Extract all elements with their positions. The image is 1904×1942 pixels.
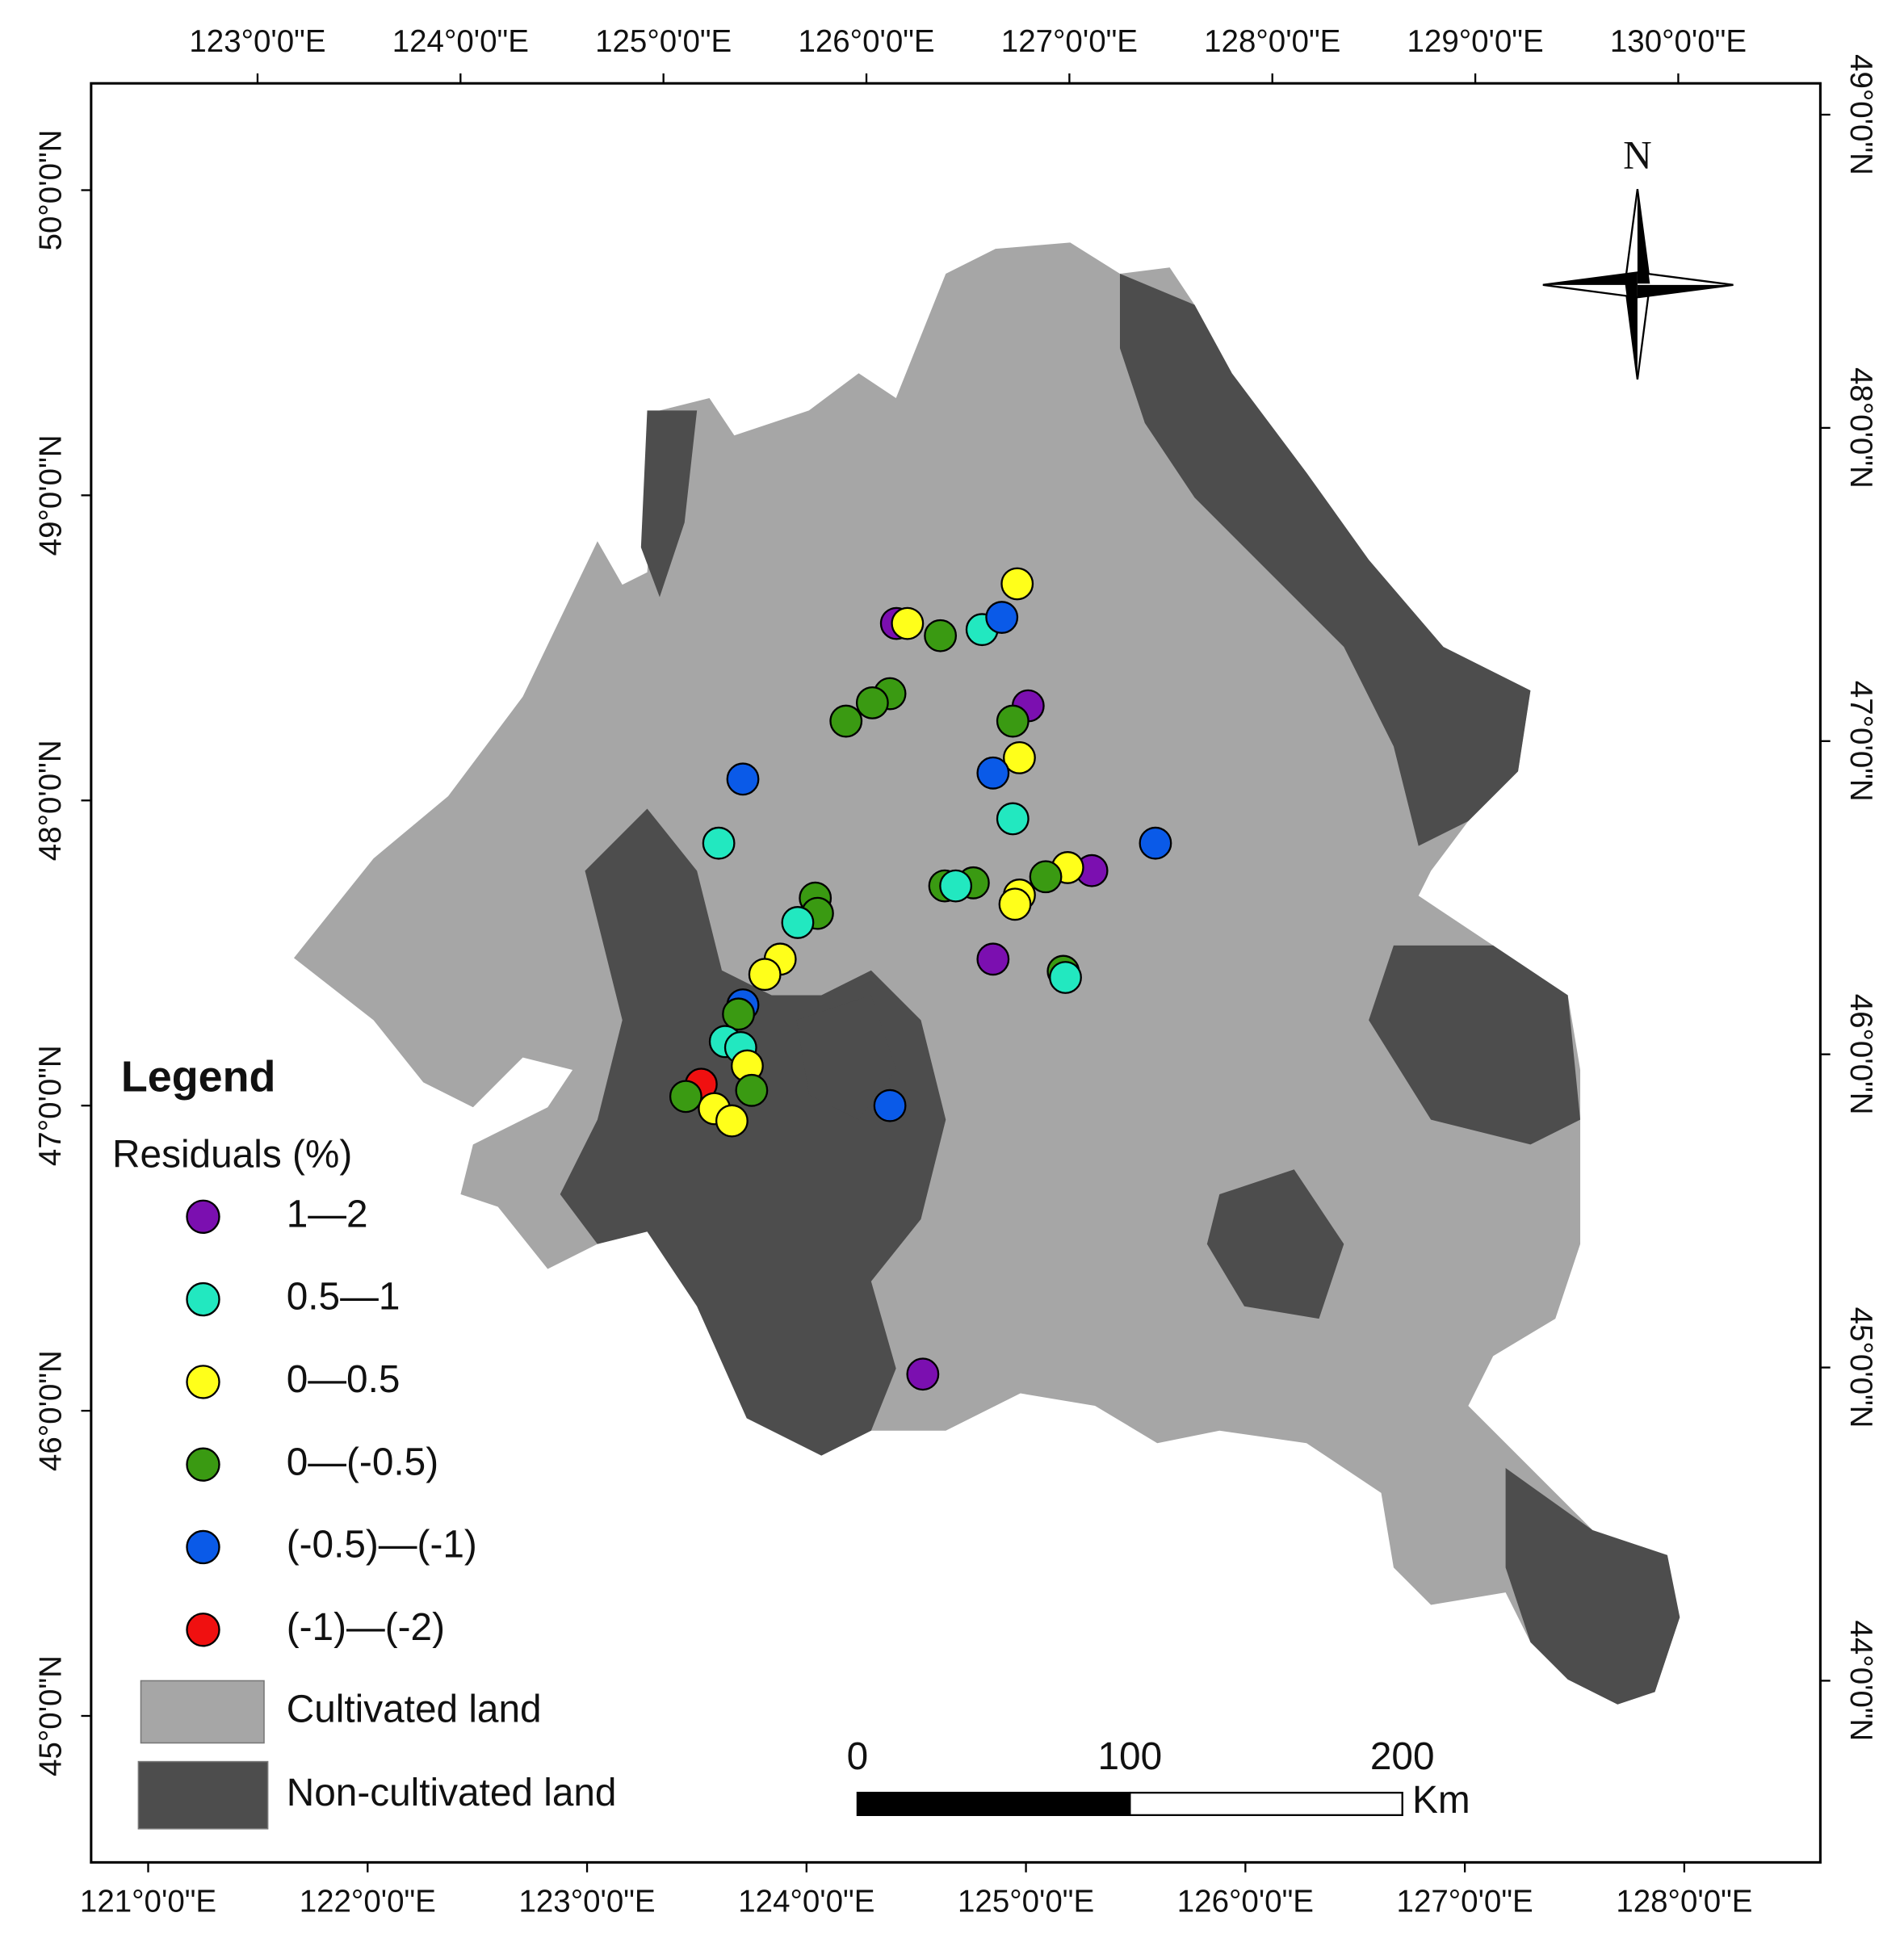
y-tick-label: 45°0'0"N (1843, 1307, 1878, 1428)
scale-label: 0 (847, 1735, 869, 1778)
north-label: N (1623, 133, 1652, 178)
sample-point (781, 906, 815, 939)
scale-unit: Km (1412, 1779, 1470, 1822)
sample-point (996, 802, 1030, 836)
sample-point (726, 762, 760, 796)
x-tick-label: 122°0'0"E (300, 1884, 436, 1919)
y-tick-label: 49°0'0"N (33, 434, 68, 556)
x-tick-label: 124°0'0"E (738, 1884, 874, 1919)
non-cultivated-area (1505, 1468, 1680, 1705)
scale-segment (856, 1791, 1131, 1817)
axes: 121°0'0"E 122°0'0"E 123°0'0"E 124°0'0"E 125°… (33, 24, 1878, 1919)
sample-point (1000, 567, 1034, 601)
legend-symbol (186, 1281, 220, 1317)
legend-symbol (186, 1529, 220, 1565)
x-tick-label: 130°0'0"E (1610, 24, 1747, 59)
x-tick-label: 126°0'0"E (1177, 1884, 1314, 1919)
sample-point (985, 601, 1019, 634)
non-cultivated-area (1206, 1169, 1344, 1319)
x-tick-label: 128°0'0"E (1204, 24, 1340, 59)
north-arrow-fill (1625, 283, 1638, 380)
legend-label: 0—(-0.5) (287, 1441, 438, 1483)
x-tick-label: 125°0'0"E (595, 24, 732, 59)
map-frame (90, 82, 1822, 1864)
points-layer (669, 567, 1172, 1391)
sample-point (1029, 860, 1063, 894)
non-cultivated-land (560, 273, 1680, 1705)
sample-point (855, 686, 889, 719)
non-cultivated-area (560, 808, 946, 1456)
y-tick-label: 50°0'0"N (33, 130, 68, 251)
sample-point (702, 826, 736, 860)
sample-point (1003, 740, 1036, 774)
scale-segment (1129, 1791, 1403, 1817)
y-tick-label: 46°0'0"N (1843, 994, 1878, 1115)
north-arrow: N (1542, 133, 1734, 380)
sample-point (976, 756, 1010, 790)
x-tick-label: 123°0'0"E (189, 24, 325, 59)
x-tick-label: 129°0'0"E (1407, 24, 1544, 59)
scale-label: 100 (1097, 1735, 1162, 1778)
sample-point (722, 997, 755, 1031)
x-tick-label: 124°0'0"E (392, 24, 529, 59)
sample-point (891, 606, 925, 640)
legend-label: 1—2 (287, 1193, 368, 1235)
sample-point (906, 1357, 940, 1391)
sample-point (1139, 826, 1172, 860)
sample-point (1049, 961, 1082, 994)
sample-point (976, 942, 1010, 976)
x-tick-label: 123°0'0"E (518, 1884, 655, 1919)
y-tick-label: 49°0'0"N (1843, 54, 1878, 175)
y-tick-label: 46°0'0"N (33, 1350, 68, 1471)
non-cultivated-area (796, 995, 896, 1120)
sample-point (669, 1080, 702, 1114)
legend: 1—2 0.5—1 0—0.5 0—(-0.5) (-0.5)—(-1) (-1)—(-2… (137, 1193, 617, 1830)
sample-point (998, 887, 1032, 921)
legend-subtitle: Residuals (%) (112, 1133, 352, 1176)
sample-point (996, 704, 1030, 738)
sample-point (715, 1104, 749, 1138)
x-tick-label: 127°0'0"E (1001, 24, 1138, 59)
legend-title: Legend (121, 1053, 276, 1101)
scale-label: 200 (1370, 1735, 1435, 1778)
y-tick-label: 44°0'0"N (1843, 1620, 1878, 1741)
legend-swatch (137, 1760, 269, 1830)
legend-label: (-0.5)—(-1) (287, 1524, 477, 1567)
x-tick-label: 125°0'0"E (958, 1884, 1094, 1919)
sample-point (829, 704, 863, 738)
legend-label: Non-cultivated land (287, 1772, 617, 1814)
north-arrow-fill (1542, 272, 1638, 285)
legend-label: 0—0.5 (287, 1358, 401, 1401)
y-tick-label: 48°0'0"N (1843, 367, 1878, 489)
y-tick-label: 47°0'0"N (1843, 681, 1878, 802)
y-tick-label: 48°0'0"N (33, 740, 68, 861)
non-cultivated-area (1119, 273, 1531, 846)
legend-label: (-1)—(-2) (287, 1606, 445, 1649)
non-cultivated-area (640, 410, 698, 598)
legend-swatch (140, 1680, 265, 1744)
x-tick-label: 128°0'0"E (1616, 1884, 1752, 1919)
legend-symbol (186, 1613, 220, 1647)
sample-point (735, 1073, 769, 1107)
non-cultivated-area (1369, 945, 1581, 1145)
sample-point (873, 1088, 907, 1122)
sample-point (939, 869, 973, 903)
legend-symbol (186, 1447, 220, 1482)
y-tick-label: 45°0'0"N (33, 1655, 68, 1776)
sample-point (748, 958, 782, 992)
sample-point (924, 619, 958, 652)
legend-symbol (186, 1199, 220, 1234)
x-tick-label: 127°0'0"E (1397, 1884, 1533, 1919)
x-tick-label: 121°0'0"E (80, 1884, 216, 1919)
legend-label: 0.5—1 (287, 1276, 401, 1319)
y-tick-label: 47°0'0"N (33, 1045, 68, 1166)
north-arrow-fill (1637, 284, 1734, 298)
legend-symbol (186, 1365, 220, 1399)
legend-label: Cultivated land (287, 1688, 542, 1731)
x-tick-label: 126°0'0"E (798, 24, 934, 59)
